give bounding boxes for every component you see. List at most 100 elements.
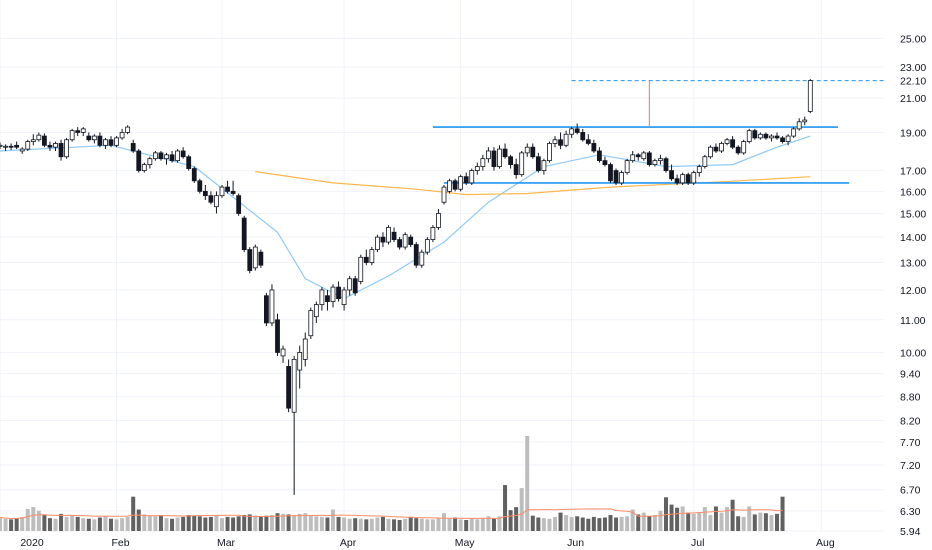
- candle-body: [358, 256, 364, 282]
- candle-body: [408, 236, 414, 245]
- candle-body: [708, 146, 713, 158]
- candle-body: [424, 239, 430, 253]
- date-tick-label: May: [455, 537, 476, 549]
- candle-body: [796, 121, 802, 130]
- candle-body: [169, 154, 175, 162]
- volume-bar: [281, 513, 286, 531]
- date-tick-label: Feb: [112, 537, 130, 549]
- candle: [424, 237, 430, 255]
- candle-body: [502, 148, 508, 158]
- candle: [141, 162, 147, 173]
- ma-short-line: [0, 135, 811, 300]
- volume-bar: [591, 516, 596, 531]
- volume-ma-line: [0, 508, 783, 520]
- volume-bar: [491, 518, 496, 531]
- volume-bar: [730, 499, 735, 531]
- volume-bar: [358, 518, 363, 531]
- candle-body: [219, 186, 225, 197]
- volume-bar: [547, 518, 552, 531]
- volume-bar: [486, 516, 491, 531]
- candle-body: [36, 134, 42, 141]
- volume-bar: [36, 510, 41, 531]
- candle-body: [158, 152, 164, 160]
- candle-body: [458, 176, 464, 190]
- candle-body: [752, 130, 758, 139]
- volume-bar: [214, 515, 219, 531]
- volume-bar: [480, 518, 485, 531]
- candle-body: [713, 146, 719, 152]
- candle-body: [508, 156, 514, 165]
- volume-bar: [375, 517, 380, 531]
- price-tick-label: 25.00: [900, 33, 926, 45]
- candle: [574, 123, 580, 135]
- candle-body: [202, 190, 208, 197]
- volume-bar: [503, 485, 508, 531]
- candle-body: [441, 186, 447, 203]
- candle: [436, 208, 441, 230]
- volume-bar: [286, 514, 291, 531]
- candle-body: [569, 128, 575, 135]
- candle: [164, 152, 169, 165]
- volume-bar: [208, 516, 213, 531]
- candle: [463, 172, 469, 185]
- volume-bar: [614, 517, 619, 531]
- date-tick-label: 2020: [20, 537, 44, 549]
- candle-body: [263, 295, 269, 324]
- candle: [730, 136, 735, 150]
- candle: [724, 137, 730, 146]
- candle-body: [597, 150, 602, 162]
- candle: [696, 164, 702, 177]
- candle-body: [757, 133, 763, 139]
- volume-bar: [430, 519, 435, 531]
- price-tick-label: 11.00: [900, 315, 926, 327]
- price-tick-label: 9.40: [900, 369, 921, 381]
- price-tick-label: 5.94: [900, 526, 921, 538]
- candle-body: [3, 145, 8, 148]
- volume-bar: [136, 509, 141, 531]
- volume-bar: [125, 516, 130, 531]
- candle: [336, 281, 341, 302]
- candle: [380, 232, 386, 248]
- candle: [236, 193, 242, 216]
- candle-body: [14, 144, 20, 148]
- volume-bar: [203, 517, 208, 531]
- volume-bar: [508, 510, 513, 531]
- candle-body: [402, 234, 408, 248]
- volume-bar: [247, 514, 252, 531]
- volume-bar: [752, 514, 757, 531]
- candle-body: [558, 139, 563, 146]
- candle-body: [42, 135, 47, 146]
- candle: [302, 332, 308, 367]
- candle-body: [652, 160, 658, 165]
- volume-bar: [325, 517, 330, 531]
- volume-bar: [708, 515, 713, 531]
- volume-bar: [697, 512, 702, 531]
- volume-bar: [303, 513, 308, 531]
- candle: [352, 275, 358, 296]
- candle-body: [585, 139, 591, 144]
- candle: [441, 184, 447, 205]
- candle-body: [485, 150, 491, 160]
- candle-body: [480, 158, 486, 167]
- volume-bar: [514, 507, 519, 531]
- candle-body: [580, 132, 586, 141]
- candle: [680, 172, 686, 185]
- candle-body: [114, 137, 119, 146]
- candle: [319, 287, 325, 311]
- candle-body: [141, 164, 147, 171]
- candle-body: [313, 304, 319, 318]
- candle-body: [103, 139, 108, 146]
- candle-body: [258, 251, 264, 266]
- candle-body: [302, 338, 308, 360]
- volume-bar: [769, 515, 774, 531]
- candle: [3, 144, 8, 151]
- volume-bar: [319, 516, 324, 531]
- candle: [225, 180, 230, 194]
- candle: [402, 232, 408, 250]
- candle: [114, 136, 119, 148]
- candle: [347, 275, 353, 296]
- volume-bar: [530, 515, 535, 531]
- volume-bar: [602, 517, 607, 531]
- candle: [8, 143, 14, 151]
